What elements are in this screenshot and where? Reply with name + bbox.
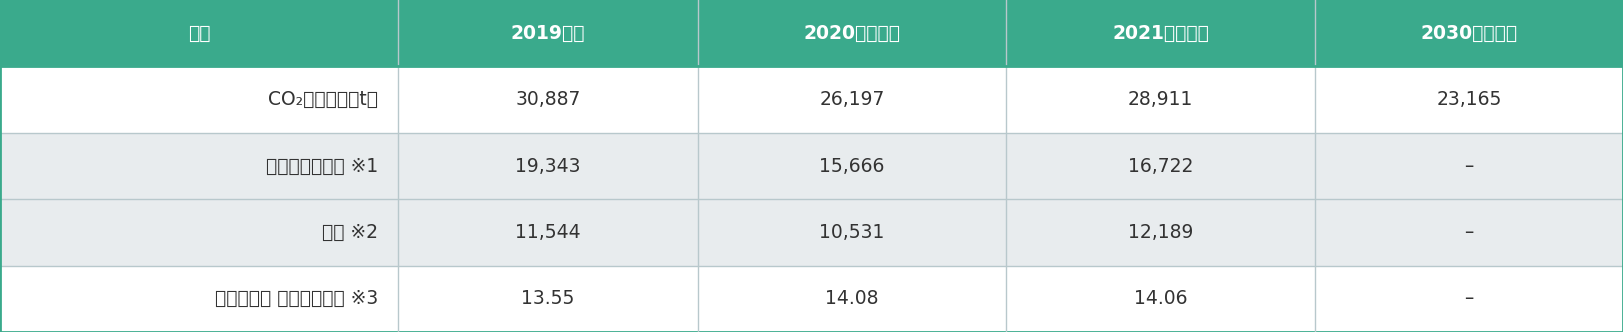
Bar <box>398 66 698 133</box>
Text: 項目: 項目 <box>188 24 209 43</box>
Text: 10,531: 10,531 <box>820 223 885 242</box>
Bar <box>0 199 398 266</box>
Text: 2020年度実績: 2020年度実績 <box>803 24 901 43</box>
Bar <box>698 266 1006 332</box>
Bar <box>0 133 398 199</box>
Text: 【内訳】　日本 ※1: 【内訳】 日本 ※1 <box>266 156 378 176</box>
Bar <box>698 0 1006 66</box>
Text: –: – <box>1464 156 1474 176</box>
Text: –: – <box>1464 223 1474 242</box>
Bar <box>1006 133 1315 199</box>
Bar <box>398 0 698 66</box>
Bar <box>1315 266 1623 332</box>
Text: 23,165: 23,165 <box>1436 90 1501 109</box>
Text: 2030年度目標: 2030年度目標 <box>1420 24 1518 43</box>
Text: 19,343: 19,343 <box>514 156 581 176</box>
Text: 11,544: 11,544 <box>514 223 581 242</box>
Text: 12,189: 12,189 <box>1128 223 1193 242</box>
Bar <box>1315 199 1623 266</box>
Bar <box>0 266 398 332</box>
Bar <box>0 0 398 66</box>
Text: –: – <box>1464 289 1474 308</box>
Bar <box>0 66 398 133</box>
Bar <box>1006 66 1315 133</box>
Text: 30,887: 30,887 <box>514 90 581 109</box>
Text: 13.55: 13.55 <box>521 289 575 308</box>
Bar <box>1006 199 1315 266</box>
Text: 14.08: 14.08 <box>826 289 878 308</box>
Bar <box>1315 66 1623 133</box>
Bar <box>398 199 698 266</box>
Bar <box>1315 0 1623 66</box>
Text: 16,722: 16,722 <box>1128 156 1193 176</box>
Bar <box>698 133 1006 199</box>
Text: 2021年度実績: 2021年度実績 <box>1112 24 1209 43</box>
Text: CO₂総排出量（t）: CO₂総排出量（t） <box>268 90 378 109</box>
Text: 28,911: 28,911 <box>1128 90 1193 109</box>
Bar <box>1006 0 1315 66</box>
Text: 2019年度: 2019年度 <box>511 24 584 43</box>
Bar <box>698 199 1006 266</box>
Text: 15,666: 15,666 <box>820 156 885 176</box>
Text: 【参考値】 売上高原単位 ※3: 【参考値】 売上高原単位 ※3 <box>214 289 378 308</box>
Bar <box>398 266 698 332</box>
Bar <box>1315 133 1623 199</box>
Text: 海外 ※2: 海外 ※2 <box>321 223 378 242</box>
Bar <box>398 133 698 199</box>
Text: 14.06: 14.06 <box>1134 289 1186 308</box>
Bar <box>1006 266 1315 332</box>
Text: 26,197: 26,197 <box>820 90 885 109</box>
Bar <box>698 66 1006 133</box>
